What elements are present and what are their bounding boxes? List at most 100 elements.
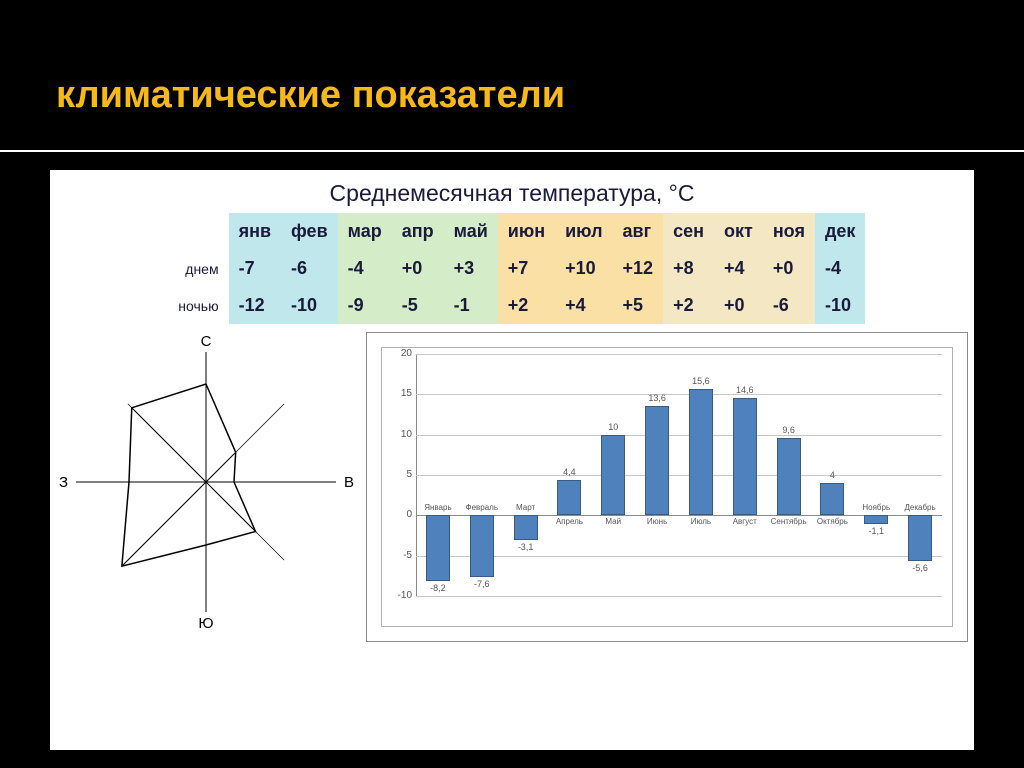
slide: климатические показатели Среднемесячная …: [0, 0, 1024, 768]
compass-label: З: [59, 474, 68, 491]
bar-value-label: -1,1: [857, 526, 895, 536]
temp-cell: +10: [555, 250, 612, 287]
month-header: мар: [338, 213, 392, 250]
gridline: [416, 354, 942, 355]
gridline: [416, 596, 942, 597]
bar: [908, 515, 932, 560]
y-tick-label: 15: [384, 388, 412, 399]
temp-cell: -7: [229, 250, 281, 287]
bar-value-label: -7,6: [463, 579, 501, 589]
temp-cell: +3: [444, 250, 498, 287]
temp-cell: +8: [663, 250, 714, 287]
bottom-row: СЮВЗ -10-505101520-8,2Январь-7,6Февраль-…: [56, 332, 968, 642]
temp-cell: +12: [613, 250, 664, 287]
table-row: ночью-12-10-9-5-1+2+4+5+2+0-6-10: [159, 287, 866, 324]
bar: [777, 438, 801, 515]
slide-title: климатические показатели: [56, 74, 565, 117]
bar: [514, 515, 538, 540]
x-category-label: Март: [503, 503, 549, 512]
x-category-label: Август: [722, 517, 768, 526]
bar-value-label: -5,6: [901, 563, 939, 573]
month-header: окт: [714, 213, 763, 250]
temp-cell: +2: [498, 287, 555, 324]
x-category-label: Сентябрь: [766, 517, 812, 526]
bar-value-label: 4: [813, 470, 851, 480]
bar: [645, 406, 669, 516]
bar-value-label: 15,6: [682, 376, 720, 386]
temp-cell: -1: [444, 287, 498, 324]
y-tick-label: 5: [384, 469, 412, 480]
temp-cell: +2: [663, 287, 714, 324]
temp-cell: -4: [338, 250, 392, 287]
bar: [689, 389, 713, 515]
table-header-row: янвфевмарапрмайиюниюлавгсеноктноядек: [159, 213, 866, 250]
temp-cell: -10: [815, 287, 865, 324]
bar: [470, 515, 494, 576]
temp-cell: +0: [392, 250, 444, 287]
temp-cell: +4: [555, 287, 612, 324]
temp-cell: +5: [613, 287, 664, 324]
content-pane: Среднемесячная температура, °C янвфевмар…: [50, 170, 974, 750]
bar: [733, 398, 757, 516]
month-header: июн: [498, 213, 555, 250]
month-header: май: [444, 213, 498, 250]
x-category-label: Октябрь: [809, 517, 855, 526]
month-header: апр: [392, 213, 444, 250]
bar: [426, 515, 450, 581]
x-category-label: Июль: [678, 517, 724, 526]
table-subtitle: Среднемесячная температура, °C: [56, 180, 968, 207]
y-tick-label: 0: [384, 509, 412, 520]
windrose-polygon: [122, 384, 256, 566]
gridline: [416, 556, 942, 557]
compass-label: С: [201, 333, 212, 350]
x-category-label: Январь: [415, 503, 461, 512]
bar-value-label: 9,6: [770, 425, 808, 435]
compass-label: В: [344, 474, 354, 491]
bar: [601, 435, 625, 516]
temp-cell: -6: [763, 287, 815, 324]
x-category-label: Декабрь: [897, 503, 943, 512]
temperature-table: янвфевмарапрмайиюниюлавгсеноктноядек дне…: [159, 213, 866, 324]
bar-value-label: 10: [594, 422, 632, 432]
y-tick-label: -5: [384, 550, 412, 561]
bar-chart-frame: -10 -5 0 5 10 15 20 -8,2 Январь -7,6 Февраль -3,1 Ма…: [381, 347, 953, 627]
temp-cell: -4: [815, 250, 865, 287]
y-tick-label: 20: [384, 348, 412, 359]
compass-label: Ю: [198, 615, 213, 632]
row-header: ночью: [159, 287, 229, 324]
windrose: С Ю В З: [56, 332, 356, 642]
bar-value-label: 14,6: [726, 385, 764, 395]
x-category-label: Апрель: [546, 517, 592, 526]
row-header: днем: [159, 250, 229, 287]
bar: [557, 480, 581, 515]
bar: [864, 515, 888, 524]
month-header: июл: [555, 213, 612, 250]
x-category-label: Февраль: [459, 503, 505, 512]
temp-cell: -12: [229, 287, 281, 324]
temp-cell: -5: [392, 287, 444, 324]
bar: [820, 483, 844, 515]
gridline: [416, 435, 942, 436]
table-row: днем-7-6-4+0+3+7+10+12+8+4+0-4: [159, 250, 866, 287]
month-header: авг: [613, 213, 664, 250]
temp-cell: +4: [714, 250, 763, 287]
gridline: [416, 394, 942, 395]
bar-value-label: 13,6: [638, 393, 676, 403]
temp-cell: +0: [714, 287, 763, 324]
month-header: дек: [815, 213, 865, 250]
temp-cell: +0: [763, 250, 815, 287]
bar-value-label: -3,1: [507, 542, 545, 552]
x-category-label: Июнь: [634, 517, 680, 526]
gridline: [416, 515, 942, 516]
y-tick-label: 10: [384, 429, 412, 440]
month-header: сен: [663, 213, 714, 250]
month-header: фев: [281, 213, 338, 250]
x-category-label: Ноябрь: [853, 503, 899, 512]
table-corner: [159, 213, 229, 250]
bar-chart-plot: -10-505101520-8,2Январь-7,6Февраль-3,1Ма…: [416, 354, 942, 596]
temp-cell: -10: [281, 287, 338, 324]
y-tick-label: -10: [384, 590, 412, 601]
month-header: янв: [229, 213, 281, 250]
bar-value-label: -8,2: [419, 583, 457, 593]
bar-value-label: 4,4: [550, 467, 588, 477]
